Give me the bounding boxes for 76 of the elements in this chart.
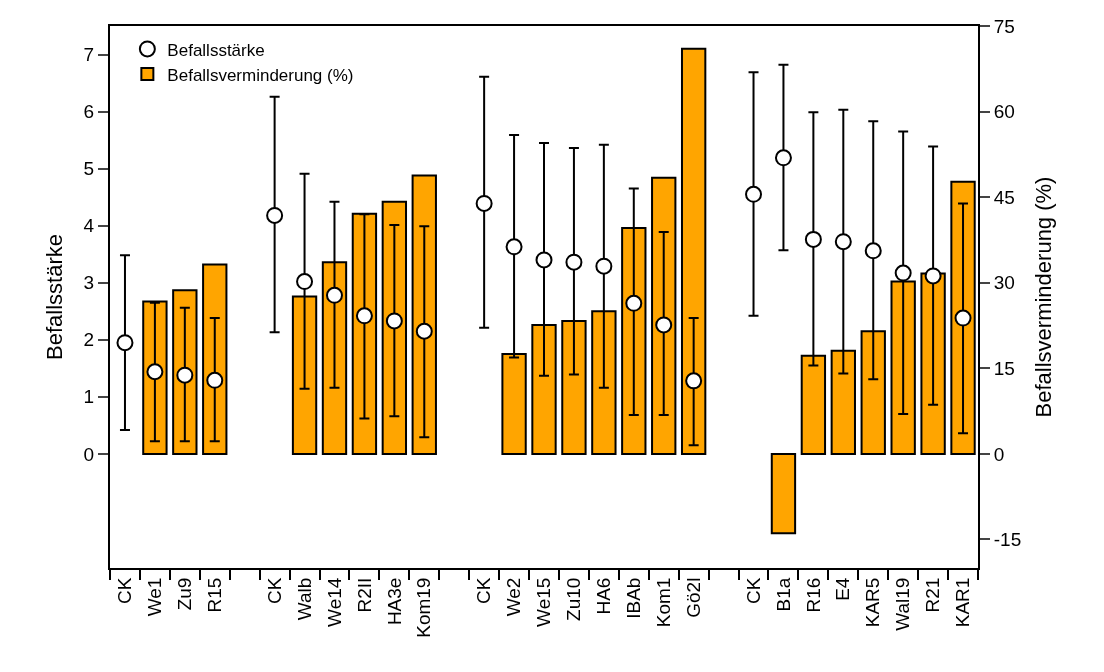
x-tick-label: Walb (293, 577, 315, 621)
x-tick-label: CK (263, 577, 285, 605)
x-tick-label: R21 (922, 577, 944, 613)
x-tick-label: B1a (772, 577, 794, 612)
bar (770, 452, 797, 535)
x-tick-label: CK (742, 577, 764, 605)
x-tick-label: CK (114, 577, 136, 605)
x-tick-label: IBAb (622, 577, 644, 619)
x-tick-label: Kom1 (652, 577, 674, 628)
point (266, 206, 284, 224)
y-tick-label: 7 (83, 44, 95, 66)
legend-label: Befallsstärke (167, 40, 265, 60)
x-tick-label: HA3e (383, 577, 405, 626)
point (415, 322, 433, 340)
x-tick-label: We2 (503, 577, 525, 617)
point (834, 233, 852, 251)
point (565, 253, 583, 271)
point (804, 230, 822, 248)
point (355, 307, 373, 325)
legend-label: Befallsverminderung (%) (167, 65, 354, 85)
x-tick-label: E4 (832, 577, 854, 601)
point (894, 264, 912, 282)
point (176, 366, 194, 384)
x-tick-label: CK (473, 577, 495, 605)
y2-tick-label: -15 (993, 529, 1022, 551)
x-tick-label: R15 (203, 577, 225, 613)
bar (680, 47, 707, 455)
x-tick-label: HA6 (593, 577, 615, 615)
y-tick-label: 0 (83, 443, 95, 465)
point (864, 242, 882, 260)
y-tick-label: 3 (83, 272, 95, 294)
x-tick-label: We14 (323, 577, 345, 627)
y2-tick-label: 15 (993, 357, 1015, 379)
point (146, 363, 164, 381)
y-tick-label: 4 (83, 215, 95, 237)
y-tick-label: 2 (83, 329, 95, 351)
point (296, 273, 314, 291)
point (505, 238, 523, 256)
bar (411, 174, 437, 455)
y2-axis-title: Befallsverminderung (%) (1030, 176, 1056, 418)
y2-tick-label: 75 (993, 15, 1015, 37)
point (385, 312, 403, 330)
x-tick-label: We15 (533, 577, 555, 627)
y2-tick-label: 0 (993, 443, 1005, 465)
bar (381, 200, 408, 455)
y-tick-label: 1 (83, 386, 95, 408)
x-tick-label: R16 (802, 577, 824, 613)
point (475, 194, 493, 212)
bar (651, 176, 677, 455)
y2-tick-label: 45 (993, 186, 1015, 208)
point (745, 185, 763, 203)
y-axis-title: Befallsstärke (41, 234, 67, 360)
point (774, 149, 792, 167)
x-tick-label: Wal19 (892, 577, 914, 631)
x-tick-label: KAR1 (952, 577, 974, 628)
x-tick-label: We1 (144, 577, 166, 617)
y2-tick-label: 60 (993, 101, 1015, 123)
x-tick-label: R2II (353, 577, 375, 613)
x-tick-label: Kom19 (413, 577, 435, 638)
x-tick-label: Zu10 (563, 577, 585, 621)
point (954, 309, 972, 327)
point (625, 294, 643, 312)
point (924, 267, 942, 285)
y2-tick-label: 30 (993, 272, 1015, 294)
point (535, 251, 553, 269)
x-tick-label: Gö2l (682, 577, 704, 618)
y-tick-label: 6 (83, 101, 95, 123)
y-tick-label: 5 (83, 158, 95, 180)
point (595, 257, 613, 275)
x-tick-label: Zu9 (174, 577, 196, 611)
point (325, 286, 343, 304)
x-tick-label: KAR5 (862, 577, 884, 628)
point (655, 316, 673, 334)
point (116, 334, 134, 352)
point (685, 372, 703, 390)
point (206, 371, 224, 389)
